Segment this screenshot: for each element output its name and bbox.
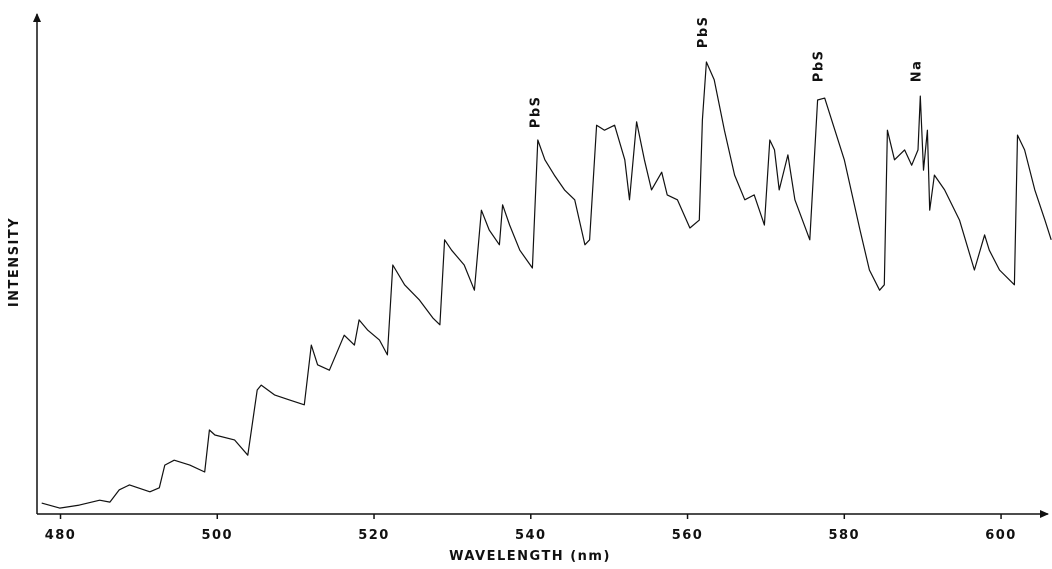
x-tick-label: 560 (672, 528, 704, 543)
peak-label: PbS (696, 15, 711, 48)
peak-label: Na (909, 60, 924, 83)
x-tick-label: 480 (45, 528, 77, 543)
x-tick-label: 580 (828, 528, 860, 543)
x-axis-label: WAVELENGTH (nm) (449, 549, 611, 564)
x-tick-label: 600 (985, 528, 1017, 543)
peak-label: PbS (528, 95, 543, 128)
spectrum-line (41, 61, 1052, 509)
x-tick-label: 520 (358, 528, 390, 543)
x-tick-label: 500 (201, 528, 233, 543)
x-tick-label: 540 (515, 528, 547, 543)
y-axis-label: INTENSITY (7, 217, 22, 307)
peak-label: PbS (811, 49, 826, 82)
